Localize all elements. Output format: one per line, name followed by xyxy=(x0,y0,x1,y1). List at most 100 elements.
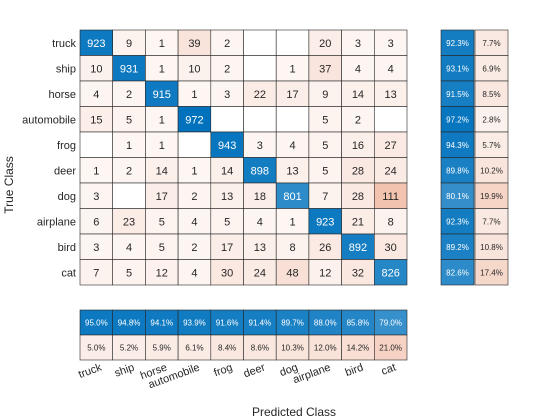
column-tick-label: deer xyxy=(242,361,267,380)
column-summary-correct-value: 89.7% xyxy=(281,319,304,328)
matrix-cell xyxy=(210,131,244,158)
row-tick-label: airplane xyxy=(37,216,76,228)
column-summary-correct-value: 91.6% xyxy=(216,319,239,328)
row-summary-correct-value: 91.5% xyxy=(446,90,469,99)
column-summary-correct-value: 85.8% xyxy=(347,319,370,328)
row-summary-correct-value: 89.2% xyxy=(446,243,469,252)
matrix-cell xyxy=(177,233,212,260)
matrix-cell xyxy=(243,131,277,158)
row-summary-incorrect-value: 2.8% xyxy=(482,115,500,124)
row-summary-correct-cell xyxy=(440,157,475,184)
matrix-cell xyxy=(243,208,277,235)
row-summary-incorrect-value: 17.4% xyxy=(480,268,503,277)
matrix-cell-value: 1 xyxy=(159,63,165,75)
matrix-cell-value: 1 xyxy=(93,165,99,177)
matrix-cell xyxy=(112,55,146,82)
column-summary-correct-value: 94.1% xyxy=(150,319,173,328)
matrix-cell xyxy=(210,233,244,260)
matrix-cell-value: 9 xyxy=(126,38,132,50)
column-summary-incorrect-cell xyxy=(243,334,277,361)
matrix-cell-value: 14 xyxy=(156,165,168,177)
matrix-cell xyxy=(79,106,114,133)
column-tick-label: dog xyxy=(278,362,299,380)
matrix-cell-value: 4 xyxy=(388,63,394,75)
matrix-cell-value: 2 xyxy=(126,165,132,177)
matrix-cell-value: 28 xyxy=(352,165,364,177)
x-axis-label: Predicted Class xyxy=(252,405,336,419)
matrix-cell xyxy=(177,259,212,286)
matrix-cell xyxy=(177,182,212,209)
column-summary-incorrect-cell xyxy=(308,334,342,361)
row-summary: 92.3% 7.7% 93.1% 6.9% 91.5% 8.5% 97.2% 2.8% 94.3… xyxy=(440,29,509,286)
row-summary-incorrect-cell xyxy=(474,157,509,184)
row-summary-incorrect-cell xyxy=(474,259,509,286)
matrix-cell-value: 8 xyxy=(289,242,295,254)
row-summary-incorrect-value: 19.9% xyxy=(480,192,503,201)
row-summary-correct-value: 89.8% xyxy=(446,166,469,175)
matrix-cell-value: 48 xyxy=(286,267,298,279)
matrix-cell-value: 10 xyxy=(188,63,200,75)
matrix-cell xyxy=(243,29,277,56)
matrix-cell-value: 30 xyxy=(221,267,233,279)
matrix-cell xyxy=(373,80,408,107)
matrix-cell-value: 10 xyxy=(90,63,102,75)
matrix-cell-value: 14 xyxy=(221,165,233,177)
matrix-cell xyxy=(308,131,342,158)
matrix-cell xyxy=(308,157,342,184)
column-summary-incorrect-cell xyxy=(341,334,375,361)
matrix-cell-value: 7 xyxy=(93,267,99,279)
matrix-cell xyxy=(341,233,375,260)
matrix-cell xyxy=(145,259,179,286)
matrix-cell-value: 5 xyxy=(322,140,328,152)
row-summary-correct-value: 93.1% xyxy=(446,64,469,73)
column-summary-incorrect-cell xyxy=(275,334,310,361)
matrix-cell-value: 14 xyxy=(352,89,364,101)
matrix-cell xyxy=(275,259,310,286)
matrix-cell xyxy=(275,208,310,235)
column-summary-incorrect-cell xyxy=(79,334,114,361)
column-summary-incorrect-value: 5.2% xyxy=(120,344,138,353)
row-tick-label: ship xyxy=(56,63,76,75)
matrix-cell xyxy=(112,80,146,107)
matrix-cell-value: 2 xyxy=(224,38,230,50)
matrix-cell-value: 21 xyxy=(352,216,364,228)
matrix-cell-value: 16 xyxy=(352,140,364,152)
matrix-cell-value: 923 xyxy=(87,38,105,50)
matrix-cell-value: 923 xyxy=(316,216,334,228)
column-summary-incorrect-value: 12.0% xyxy=(314,344,337,353)
row-summary-incorrect-value: 7.7% xyxy=(482,39,500,48)
matrix-cell xyxy=(373,29,408,56)
matrix-cell xyxy=(341,208,375,235)
matrix-cell-value: 4 xyxy=(126,242,132,254)
matrix-cell-value: 898 xyxy=(251,165,269,177)
matrix-cell xyxy=(79,259,114,286)
row-tick-label: dog xyxy=(58,191,76,203)
matrix-cell-value: 1 xyxy=(191,89,197,101)
matrix-cell xyxy=(341,182,375,209)
row-summary-incorrect-value: 10.2% xyxy=(480,166,503,175)
matrix-cell-value: 13 xyxy=(221,191,233,203)
row-tick-label: bird xyxy=(58,242,76,254)
matrix-cell-value: 2 xyxy=(126,89,132,101)
matrix-cell-value: 1 xyxy=(191,165,197,177)
matrix-cell xyxy=(112,29,146,56)
row-tick-label: horse xyxy=(48,89,76,101)
matrix-cell-value: 4 xyxy=(257,216,263,228)
matrix-cell xyxy=(308,259,342,286)
matrix-cell xyxy=(373,233,408,260)
column-tick-label: bird xyxy=(344,362,365,380)
column-summary-incorrect-value: 5.0% xyxy=(87,344,105,353)
matrix-cell-value: 1 xyxy=(289,63,295,75)
matrix-cell xyxy=(341,131,375,158)
matrix-cell-value: 5 xyxy=(322,114,328,126)
matrix-cell-value: 22 xyxy=(254,89,266,101)
matrix-cell-value: 4 xyxy=(191,216,197,228)
matrix-cell-value: 1 xyxy=(159,114,165,126)
column-summary-correct-value: 94.8% xyxy=(118,319,141,328)
matrix-cell xyxy=(145,233,179,260)
row-summary-incorrect-value: 7.7% xyxy=(482,217,500,226)
matrix-cell-value: 931 xyxy=(120,63,138,75)
matrix-cell-value: 2 xyxy=(224,63,230,75)
